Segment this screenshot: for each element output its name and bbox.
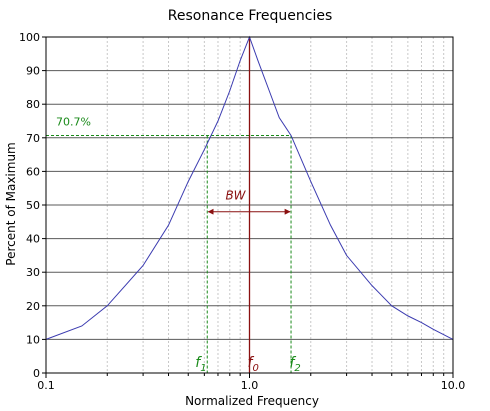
y-tick-label: 10	[26, 333, 40, 346]
x-tick-label: 10.0	[441, 379, 466, 392]
y-tick-label: 0	[33, 367, 40, 380]
axis-layer: 0 10 20 30 40 50 60 70 80 90 100 0.1 1.0 10.0	[19, 31, 465, 392]
annotation-layer: BW 70.7% f1 f0 f2	[56, 115, 301, 374]
chart-title: Resonance Frequencies	[168, 8, 333, 24]
y-axis-title: Percent of Maximum	[4, 142, 18, 265]
y-tick-label: 50	[26, 199, 40, 212]
y-tick-label: 40	[26, 233, 40, 246]
x-axis-title: Normalized Frequency	[185, 394, 319, 408]
y-tick-label: 30	[26, 266, 40, 279]
level-label: 70.7%	[56, 115, 91, 128]
f0-label: f0	[248, 355, 259, 374]
y-tick-label: 70	[26, 132, 40, 145]
bandwidth-label: BW	[225, 189, 246, 203]
y-tick-label: 90	[26, 65, 40, 78]
y-tick-label: 100	[19, 31, 40, 44]
resonance-curve	[45, 35, 454, 340]
y-tick-label: 60	[26, 165, 40, 178]
x-tick-label: 0.1	[37, 379, 55, 392]
x-tick-label: 1.0	[241, 379, 259, 392]
f1-label: f1	[195, 355, 206, 374]
y-tick-label: 20	[26, 300, 40, 313]
y-tick-label: 80	[26, 98, 40, 111]
f2-label: f2	[289, 355, 300, 374]
series-layer	[45, 35, 454, 340]
guide-layer	[46, 37, 292, 373]
